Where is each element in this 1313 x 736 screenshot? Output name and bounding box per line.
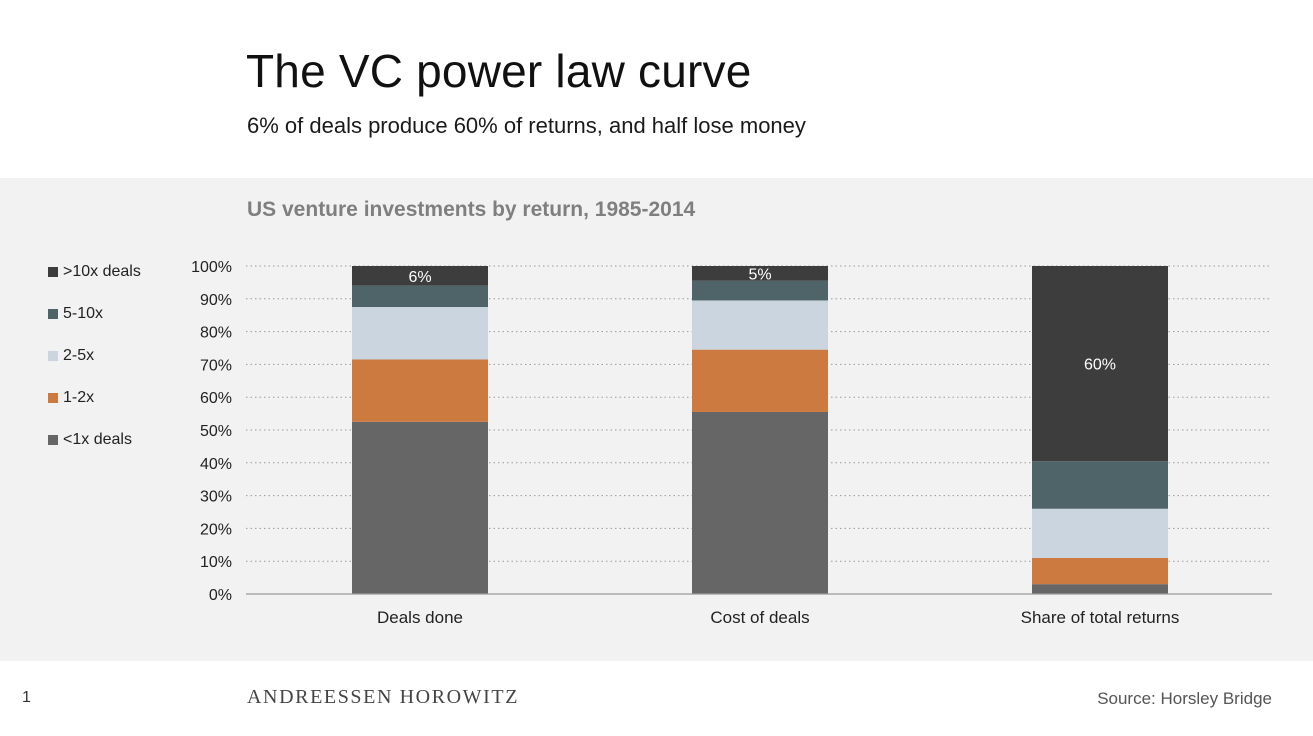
chart-title: US venture investments by return, 1985-2…	[247, 198, 696, 221]
x-tick-label: Deals done	[377, 608, 463, 627]
legend-swatch	[48, 393, 58, 403]
legend-item: 2-5x	[48, 346, 94, 366]
slide-subtitle: 6% of deals produce 60% of returns, and …	[247, 113, 806, 138]
legend-label: >10x deals	[63, 263, 141, 280]
y-tick-label: 70%	[200, 357, 232, 374]
legend-swatch	[48, 435, 58, 445]
y-tick-label: 10%	[200, 554, 232, 571]
data-label: 5%	[748, 266, 771, 283]
bar-segment	[352, 421, 488, 594]
bar-segment	[352, 266, 488, 286]
legend-label: 2-5x	[63, 347, 95, 364]
bar-segment	[692, 280, 828, 301]
legend-swatch	[48, 267, 58, 277]
y-tick-label: 30%	[200, 489, 232, 506]
legend-item: >10x deals	[48, 262, 141, 282]
legend-item: 5-10x	[48, 304, 103, 324]
page-number: 1	[22, 689, 31, 706]
y-tick-label: 90%	[200, 292, 232, 309]
bar-segment	[692, 266, 828, 281]
bar-segment	[1032, 557, 1168, 585]
bar-segment	[352, 285, 488, 307]
legend-label: <1x deals	[63, 431, 132, 448]
bar-segment	[692, 300, 828, 350]
bar-segment	[1032, 584, 1168, 594]
y-tick-label: 40%	[200, 456, 232, 473]
y-tick-label: 60%	[200, 390, 232, 407]
legend-label: 1-2x	[63, 389, 95, 406]
bar-segment	[352, 359, 488, 422]
x-tick-label: Share of total returns	[1021, 608, 1180, 627]
source-note: Source: Horsley Bridge	[1097, 689, 1272, 708]
legend-item: <1x deals	[48, 430, 132, 450]
bar-segment	[692, 349, 828, 412]
y-tick-label: 80%	[200, 325, 232, 342]
brand-logo: ANDREESSEN HOROWITZ	[247, 686, 520, 708]
legend-label: 5-10x	[63, 305, 104, 322]
x-tick-label: Cost of deals	[710, 608, 809, 627]
legend-swatch	[48, 351, 58, 361]
y-tick-label: 100%	[191, 259, 232, 276]
y-tick-label: 0%	[209, 587, 232, 604]
legend-item: 1-2x	[48, 388, 94, 408]
y-tick-label: 50%	[200, 423, 232, 440]
data-label: 60%	[1084, 357, 1116, 374]
bar-segment	[352, 307, 488, 360]
bar-segment	[1032, 461, 1168, 509]
slide-title: The VC power law curve	[246, 45, 752, 97]
bar-segment	[1032, 508, 1168, 558]
bar-segment	[692, 411, 828, 594]
bar-segment	[1032, 266, 1168, 462]
data-label: 6%	[408, 269, 431, 286]
legend-swatch	[48, 309, 58, 319]
y-tick-label: 20%	[200, 521, 232, 538]
